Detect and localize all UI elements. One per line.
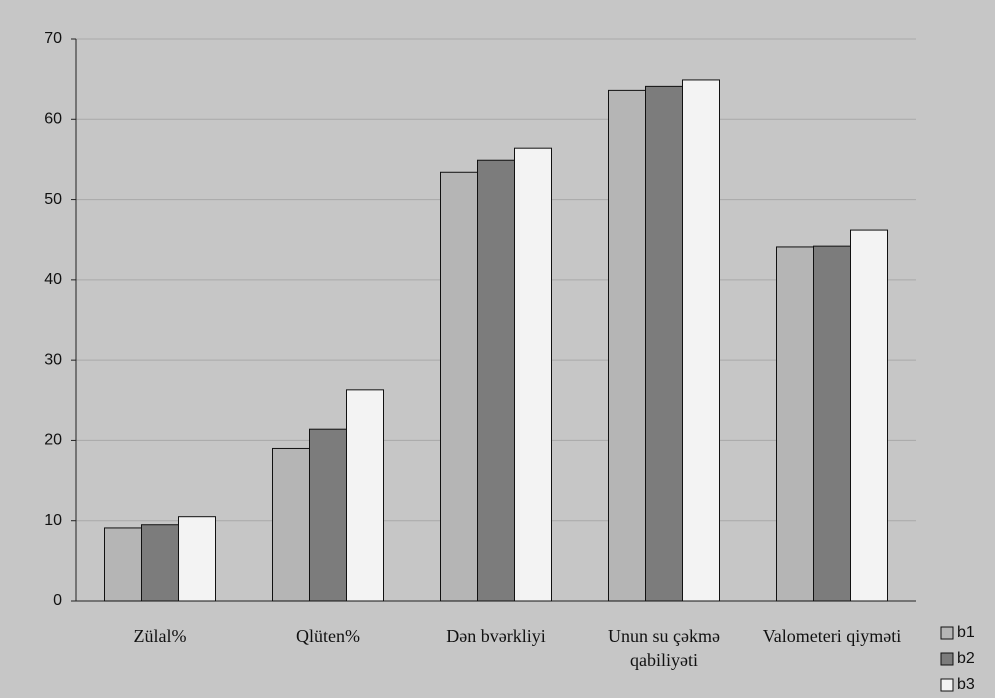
bar (776, 246, 814, 602)
x-tick-label: Unun su çəkmə qabiliyəti (608, 626, 720, 670)
bar (104, 527, 142, 602)
y-tick-label: 60 (44, 111, 62, 128)
y-tick-label: 30 (44, 351, 62, 368)
bar (141, 524, 179, 602)
bar (272, 447, 310, 602)
bar (309, 428, 347, 602)
bar (346, 389, 384, 602)
x-tick-label: Valometeri qiyməti (762, 626, 902, 646)
y-tick-label: 20 (44, 432, 62, 449)
bar (178, 516, 216, 602)
legend-label: b3 (957, 676, 975, 693)
bar (514, 147, 552, 602)
bar (608, 89, 646, 602)
x-tick-label: Qlüten% (296, 626, 360, 646)
x-tick-label: Zülal% (133, 626, 187, 646)
y-tick-label: 70 (44, 30, 62, 47)
bar (850, 229, 888, 602)
bar (813, 245, 851, 602)
y-tick-label: 40 (44, 271, 62, 288)
legend-swatch (940, 678, 954, 692)
x-tick-label: Dən bvərkliyi (446, 626, 546, 646)
bar (440, 171, 478, 602)
y-tick-label: 10 (44, 512, 62, 529)
y-tick-label: 50 (44, 191, 62, 208)
bar (477, 159, 515, 602)
legend-swatch (940, 626, 954, 640)
bar (682, 79, 720, 602)
y-tick-label: 0 (53, 592, 62, 609)
bar (645, 85, 683, 602)
legend-label: b1 (957, 624, 975, 641)
legend-label: b2 (957, 650, 975, 667)
legend-swatch (940, 652, 954, 666)
